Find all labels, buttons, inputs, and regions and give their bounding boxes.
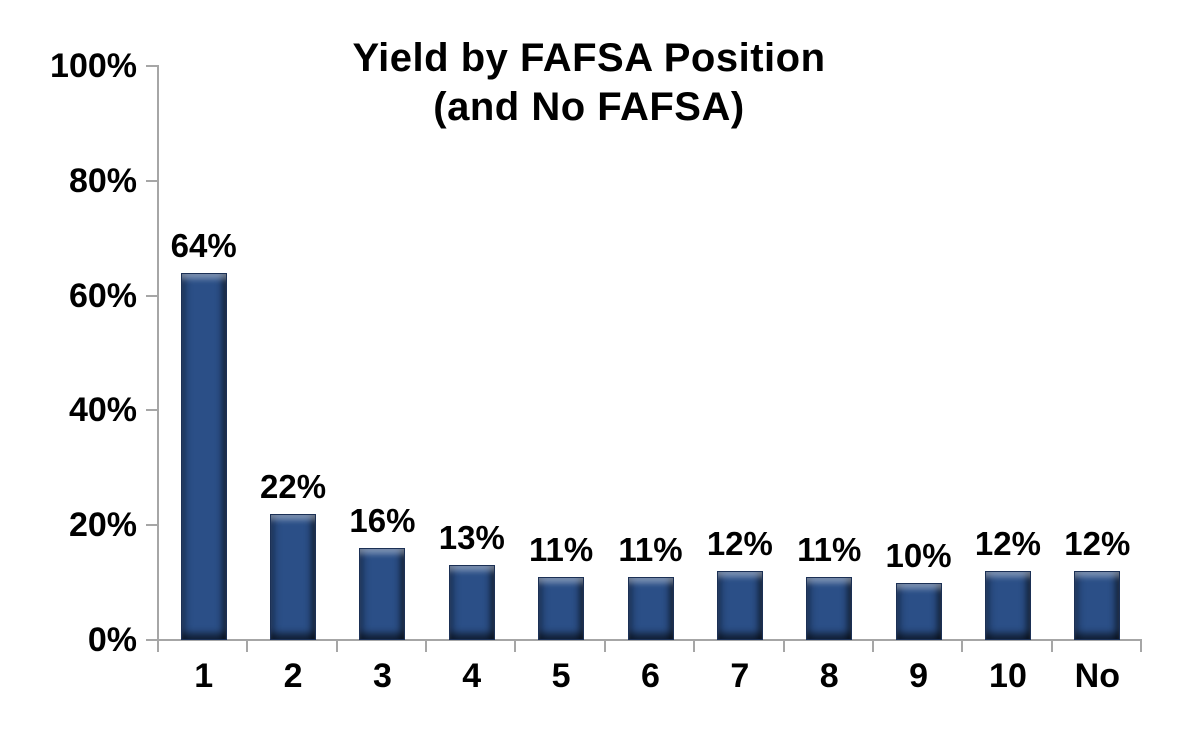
bar	[806, 576, 853, 640]
y-axis-tick	[146, 524, 159, 527]
y-tick-label: 80%	[68, 161, 137, 200]
bar	[895, 582, 942, 640]
bar-value-label: 12%	[1064, 525, 1131, 563]
x-axis-tick	[693, 640, 696, 652]
x-axis-line	[146, 639, 1142, 641]
y-tick-label: 100%	[50, 47, 137, 85]
y-axis-tick	[146, 179, 159, 182]
x-axis-tick	[246, 640, 249, 652]
x-tick-label: 10	[989, 657, 1027, 695]
bar	[627, 576, 674, 640]
x-tick-label: 1	[194, 657, 214, 695]
y-tick-label: 0%	[87, 621, 137, 659]
x-axis-tick	[335, 640, 338, 652]
bar	[716, 571, 763, 640]
y-axis-tick	[146, 409, 159, 412]
bar-value-label: 22%	[260, 467, 327, 505]
bar	[984, 571, 1031, 640]
x-tick-label: 6	[641, 657, 660, 695]
chart-title-line2: (and No FAFSA)	[433, 85, 745, 129]
x-axis-tick	[961, 640, 964, 652]
chart-title: Yield by FAFSA Position (and No FAFSA)	[0, 34, 1178, 132]
y-axis-tick	[146, 65, 159, 67]
x-tick-label: 2	[283, 657, 303, 695]
bar-value-label: 11%	[529, 530, 594, 568]
bar-value-label: 16%	[349, 502, 416, 540]
x-axis-tick	[1050, 640, 1053, 652]
x-axis-tick	[157, 640, 159, 652]
x-axis-tick	[1140, 640, 1142, 652]
x-tick-label: No	[1074, 657, 1120, 695]
bar	[270, 513, 317, 640]
bar-value-label: 11%	[797, 530, 862, 568]
x-tick-label: 8	[819, 657, 839, 695]
y-axis-tick	[146, 639, 159, 641]
x-tick-label: 3	[372, 657, 392, 695]
y-axis-line	[157, 66, 159, 652]
bar	[448, 565, 495, 640]
x-axis-tick	[782, 640, 785, 652]
y-tick-label: 20%	[68, 506, 137, 545]
bar-value-label: 64%	[170, 226, 237, 264]
x-tick-label: 7	[730, 657, 750, 695]
bar	[1074, 571, 1121, 640]
x-tick-label: 5	[551, 657, 571, 695]
bar-value-label: 11%	[618, 530, 683, 568]
x-axis-tick	[871, 640, 874, 652]
bar-value-label: 10%	[885, 536, 952, 574]
bar	[180, 272, 227, 640]
bar	[538, 576, 585, 640]
bar-value-label: 13%	[438, 519, 505, 557]
x-axis-tick	[425, 640, 428, 652]
x-axis-tick	[603, 640, 606, 652]
chart-title-line1: Yield by FAFSA Position	[352, 36, 826, 80]
x-tick-label: 4	[462, 657, 482, 695]
x-tick-label: 9	[909, 657, 929, 695]
y-axis-tick	[146, 294, 159, 297]
bar-value-label: 12%	[706, 525, 773, 563]
y-tick-label: 60%	[68, 276, 137, 315]
y-tick-label: 40%	[68, 391, 137, 430]
x-axis-tick	[514, 640, 517, 652]
bar	[359, 548, 406, 640]
bar-value-label: 12%	[974, 525, 1041, 563]
